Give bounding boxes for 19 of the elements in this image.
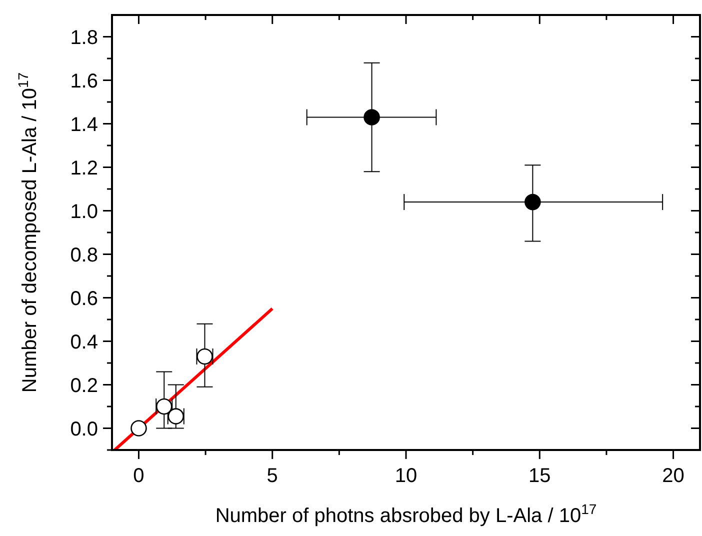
text: 0.0 [70, 418, 98, 440]
point [130, 420, 147, 436]
point [364, 109, 380, 126]
x-tick-label: 20 [662, 465, 684, 487]
x-tick-label: 15 [528, 465, 551, 487]
y-tick-label: 0.2 [70, 374, 98, 397]
y-tick-label: 0.4 [70, 331, 98, 354]
text: 1.0 [70, 200, 98, 223]
y-tick-label: 0.6 [70, 288, 98, 310]
y-tick-label: 0.8 [70, 244, 98, 266]
y-tick-label: 1.2 [70, 157, 98, 180]
x-tick-label: 0 [133, 465, 144, 487]
point [524, 194, 541, 210]
y-tick-label: 1.8 [70, 26, 98, 49]
x-axis-title: Number of photns absrobed by L-Ala / 10$^{17}$ [215, 501, 597, 527]
x-tick-label: 10 [394, 465, 418, 487]
y-tick-label: 1.4 [70, 114, 98, 136]
x-tick-label: 5 [266, 465, 278, 487]
y-tick-label: 1.6 [70, 70, 98, 92]
